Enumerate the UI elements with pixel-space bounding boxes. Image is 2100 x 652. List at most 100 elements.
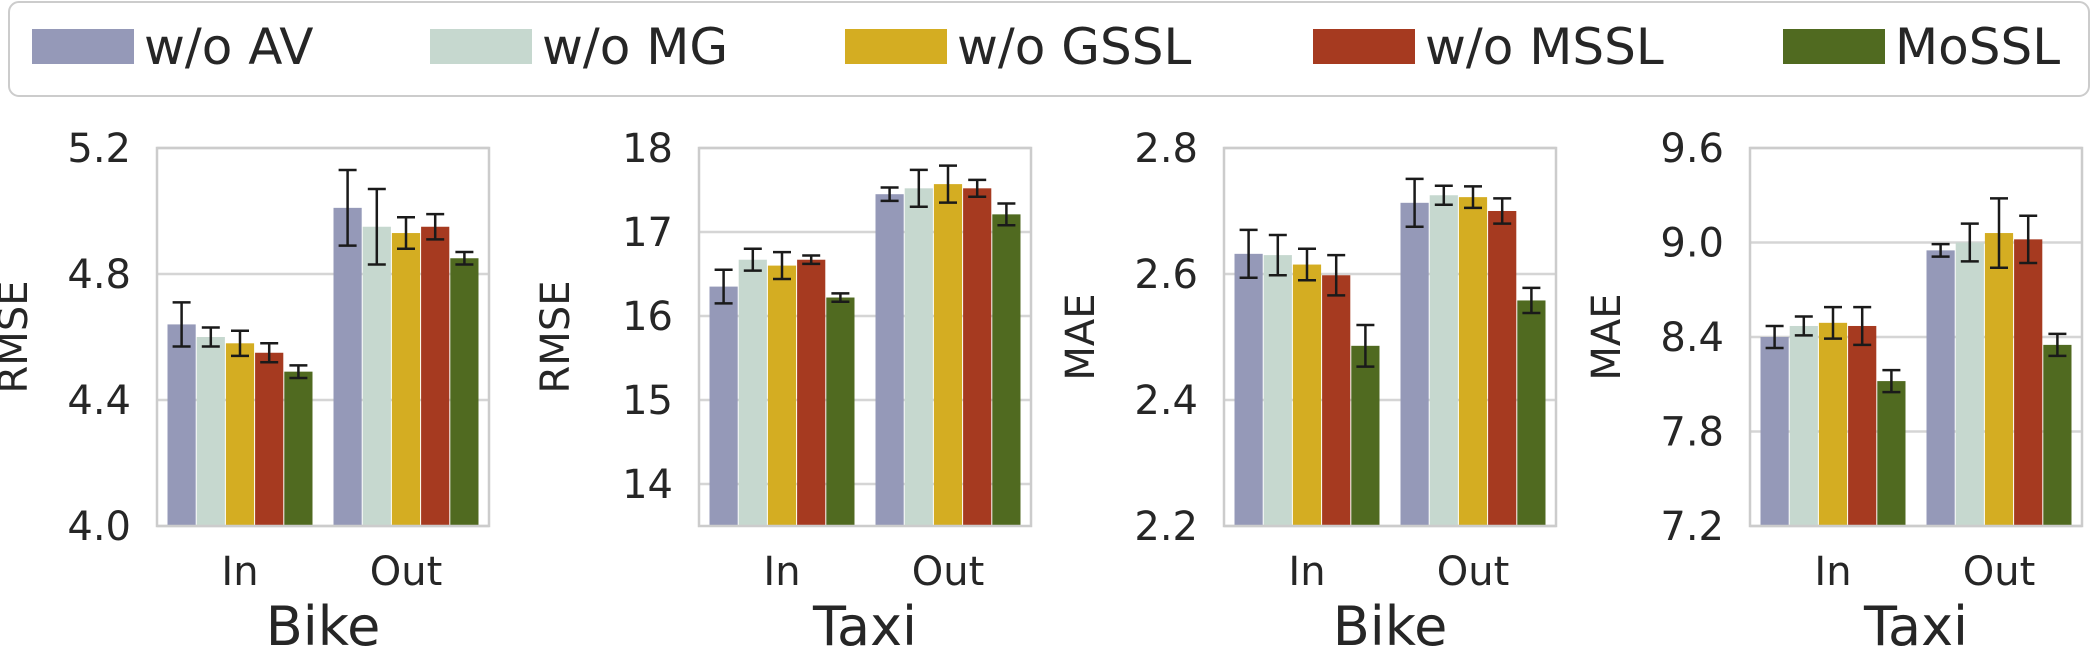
y-tick-label: 7.8 [1660, 410, 1724, 456]
bar [1877, 381, 1906, 526]
bar [933, 184, 963, 526]
y-tick-label: 9.0 [1660, 221, 1724, 267]
y-axis-label: RMSE [0, 281, 37, 394]
bar [1848, 325, 1877, 526]
legend-label: w/o MG [542, 18, 728, 76]
legend: w/o AV w/o MG w/o GSSL w/o MSSL MoSSL [8, 1, 2090, 97]
axes-frame [1748, 146, 2084, 528]
bar [421, 226, 450, 526]
x-axis-label: Bike [1333, 595, 1448, 652]
bar [1984, 233, 2014, 527]
x-axis-label: Bike [266, 595, 381, 652]
legend-frame [8, 1, 2090, 97]
y-tick-label: 2.6 [1134, 252, 1198, 298]
x-axis-label: Taxi [1863, 595, 1968, 652]
y-tick-label: 4.8 [67, 252, 131, 298]
y-tick-label: 4.4 [67, 378, 131, 424]
y-tick-label: 2.2 [1134, 504, 1198, 550]
bar [1322, 275, 1351, 526]
bar [1292, 264, 1322, 526]
legend-swatch [845, 29, 947, 64]
bar [1458, 197, 1488, 526]
x-tick-label: Out [912, 549, 985, 595]
bar [1818, 322, 1848, 526]
x-tick-label: In [1288, 549, 1325, 595]
bar [992, 214, 1021, 527]
legend-entry: w/o AV [32, 18, 313, 76]
bar [2043, 344, 2072, 526]
bar [767, 265, 797, 526]
y-tick-label: 4.0 [67, 504, 131, 550]
y-tick-label: 7.2 [1660, 504, 1724, 550]
x-axis-label: Taxi [812, 595, 917, 652]
x-tick-label: Out [1437, 549, 1510, 595]
bar [709, 286, 738, 526]
y-axis-label: MAE [1584, 293, 1630, 380]
bar [391, 233, 421, 527]
bar [1400, 202, 1429, 526]
y-tick-label: 2.8 [1134, 126, 1198, 172]
y-tick-label: 9.6 [1660, 126, 1724, 172]
bar [333, 207, 362, 526]
bar [1517, 300, 1546, 526]
bar [2014, 239, 2043, 526]
bar [1263, 255, 1292, 526]
legend-label: w/o MSSL [1425, 18, 1664, 76]
axes-frame [1222, 146, 1558, 528]
bar [826, 297, 855, 526]
bar [963, 188, 992, 526]
y-tick-label: 5.2 [67, 126, 131, 172]
y-axis-label: MAE [1058, 293, 1104, 380]
axes-frame [155, 146, 491, 528]
legend-swatch [32, 29, 134, 64]
bar [797, 259, 826, 526]
legend-swatch [1783, 29, 1885, 64]
x-tick-label: In [1814, 549, 1851, 595]
x-tick-label: Out [1963, 549, 2036, 595]
y-tick-label: 2.4 [1134, 378, 1198, 424]
bar [875, 194, 904, 526]
bar [738, 259, 767, 526]
bar [1955, 242, 1984, 526]
bar [904, 188, 933, 526]
legend-entry: w/o GSSL [845, 18, 1191, 76]
y-tick-label: 16 [622, 294, 673, 340]
y-tick-label: 14 [622, 462, 673, 508]
y-axis-label: RMSE [533, 281, 579, 394]
legend-label: w/o GSSL [957, 18, 1191, 76]
bar [1429, 195, 1458, 526]
legend-entry: MoSSL [1783, 18, 2060, 76]
bar [255, 352, 284, 526]
bar [362, 226, 391, 526]
legend-entry: w/o MG [430, 18, 728, 76]
axes-frame [697, 146, 1033, 528]
bar [450, 258, 479, 526]
bar [284, 371, 313, 526]
legend-label: MoSSL [1895, 18, 2060, 76]
y-tick-label: 18 [622, 126, 673, 172]
x-tick-label: In [221, 549, 258, 595]
bar [167, 324, 196, 526]
x-tick-label: Out [370, 549, 443, 595]
bar [1351, 345, 1380, 526]
y-tick-label: 17 [622, 210, 673, 256]
bar [1234, 253, 1263, 526]
bar [196, 337, 225, 526]
legend-label: w/o AV [144, 18, 313, 76]
bar [1789, 325, 1818, 526]
bar [1760, 337, 1789, 526]
bar [1488, 211, 1517, 526]
y-tick-label: 15 [622, 378, 673, 424]
legend-swatch [1313, 29, 1415, 64]
x-tick-label: In [763, 549, 800, 595]
legend-entry: w/o MSSL [1313, 18, 1664, 76]
bar [225, 343, 255, 526]
legend-swatch [430, 29, 532, 64]
y-tick-label: 8.4 [1660, 315, 1724, 361]
